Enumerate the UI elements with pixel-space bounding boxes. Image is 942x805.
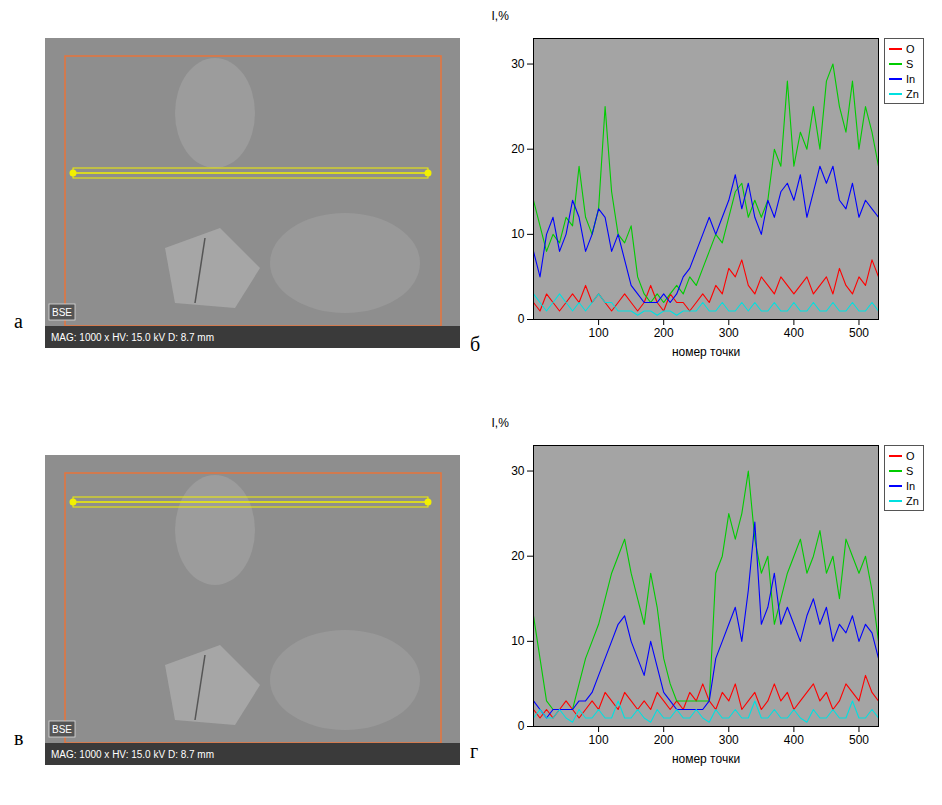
html-text:б: б [470,333,481,355]
svg-text:I,%: I,% [492,416,510,430]
html-text:S: S [906,57,914,70]
html-text:In: In [906,479,916,492]
svg-text:номер точки: номер точки [672,345,740,359]
svg-text:200: 200 [654,733,674,747]
svg-text:MAG: 1000 x HV: 15.0 kV D: 8: MAG: 1000 x HV: 15.0 kV D: 8.7 mm [51,749,214,760]
svg-text:10: 10 [511,634,525,648]
svg-text:BSE: BSE [52,307,72,318]
svg-text:100: 100 [589,326,609,340]
svg-text:BSE: BSE [52,724,72,735]
svg-text:300: 300 [719,733,739,747]
svg-text:номер точки: номер точки [672,752,740,766]
html-text:г: г [470,740,479,762]
html-text:S: S [906,464,914,477]
html-text:O: O [906,449,915,462]
svg-text:30: 30 [511,57,525,71]
html-text:а: а [14,310,23,332]
svg-text:0: 0 [518,719,525,733]
svg-text:20: 20 [511,142,525,156]
svg-text:400: 400 [784,733,804,747]
svg-text:500: 500 [849,326,869,340]
svg-text:20: 20 [511,549,525,563]
svg-text:300: 300 [719,326,739,340]
svg-text:I,%: I,% [492,9,510,23]
svg-text:0: 0 [518,312,525,326]
html-text:O: O [906,42,915,55]
html-text:Zn: Zn [906,87,919,100]
svg-text:100: 100 [589,733,609,747]
html-text:Zn: Zn [906,494,919,507]
svg-text:500: 500 [849,733,869,747]
svg-text:MAG: 1000 x HV: 15.0 kV D: 8: MAG: 1000 x HV: 15.0 kV D: 8.7 mm [51,332,214,343]
svg-text:400: 400 [784,326,804,340]
html-text:In: In [906,72,916,85]
svg-text:10: 10 [511,227,525,241]
svg-text:30: 30 [511,464,525,478]
svg-text:200: 200 [654,326,674,340]
html-text:в: в [14,727,24,749]
